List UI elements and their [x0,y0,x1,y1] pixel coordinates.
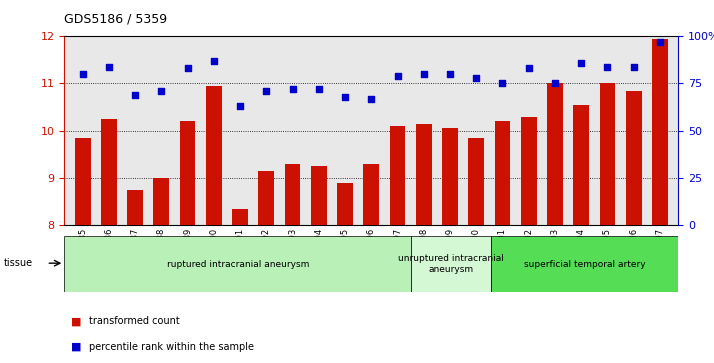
Text: GDS5186 / 5359: GDS5186 / 5359 [64,13,167,26]
Point [418,71,430,77]
Bar [180,121,196,225]
Bar [64,236,411,292]
Bar [337,183,353,225]
Text: percentile rank within the sample: percentile rank within the sample [89,342,254,352]
Point [287,86,298,92]
Text: ■: ■ [71,342,82,352]
Bar [652,39,668,225]
Point [628,64,640,69]
Bar [495,121,511,225]
Point [261,88,272,94]
Bar [285,164,301,225]
Text: transformed count: transformed count [89,316,180,326]
Point [156,88,167,94]
Point [575,60,587,66]
Text: ■: ■ [71,316,82,326]
Text: tissue: tissue [4,258,33,268]
Point [234,103,246,109]
Bar [206,86,222,225]
Bar [600,83,615,225]
Bar [363,164,379,225]
Bar [491,236,678,292]
Point [103,64,114,69]
Point [182,65,193,71]
Point [654,39,665,45]
Bar [573,105,589,225]
Point [497,81,508,86]
Bar [547,83,563,225]
Point [444,71,456,77]
Bar [154,178,169,225]
Bar [232,208,248,225]
Point [339,94,351,99]
Point [602,64,613,69]
Bar [411,236,491,292]
Bar [521,117,537,225]
Text: ruptured intracranial aneurysm: ruptured intracranial aneurysm [166,260,309,269]
Bar [311,166,327,225]
Bar [75,138,91,225]
Text: unruptured intracranial
aneurysm: unruptured intracranial aneurysm [398,254,504,274]
Bar [625,91,642,225]
Bar [127,189,143,225]
Point [392,73,403,79]
Point [471,75,482,81]
Bar [442,128,458,225]
Bar [468,138,484,225]
Point [313,86,324,92]
Bar [258,171,274,225]
Point [366,96,377,102]
Text: superficial temporal artery: superficial temporal artery [524,260,645,269]
Point [129,92,141,98]
Point [549,81,560,86]
Bar [390,126,406,225]
Point [523,65,535,71]
Bar [416,123,432,225]
Point [77,71,89,77]
Bar [101,119,117,225]
Point [208,58,219,64]
